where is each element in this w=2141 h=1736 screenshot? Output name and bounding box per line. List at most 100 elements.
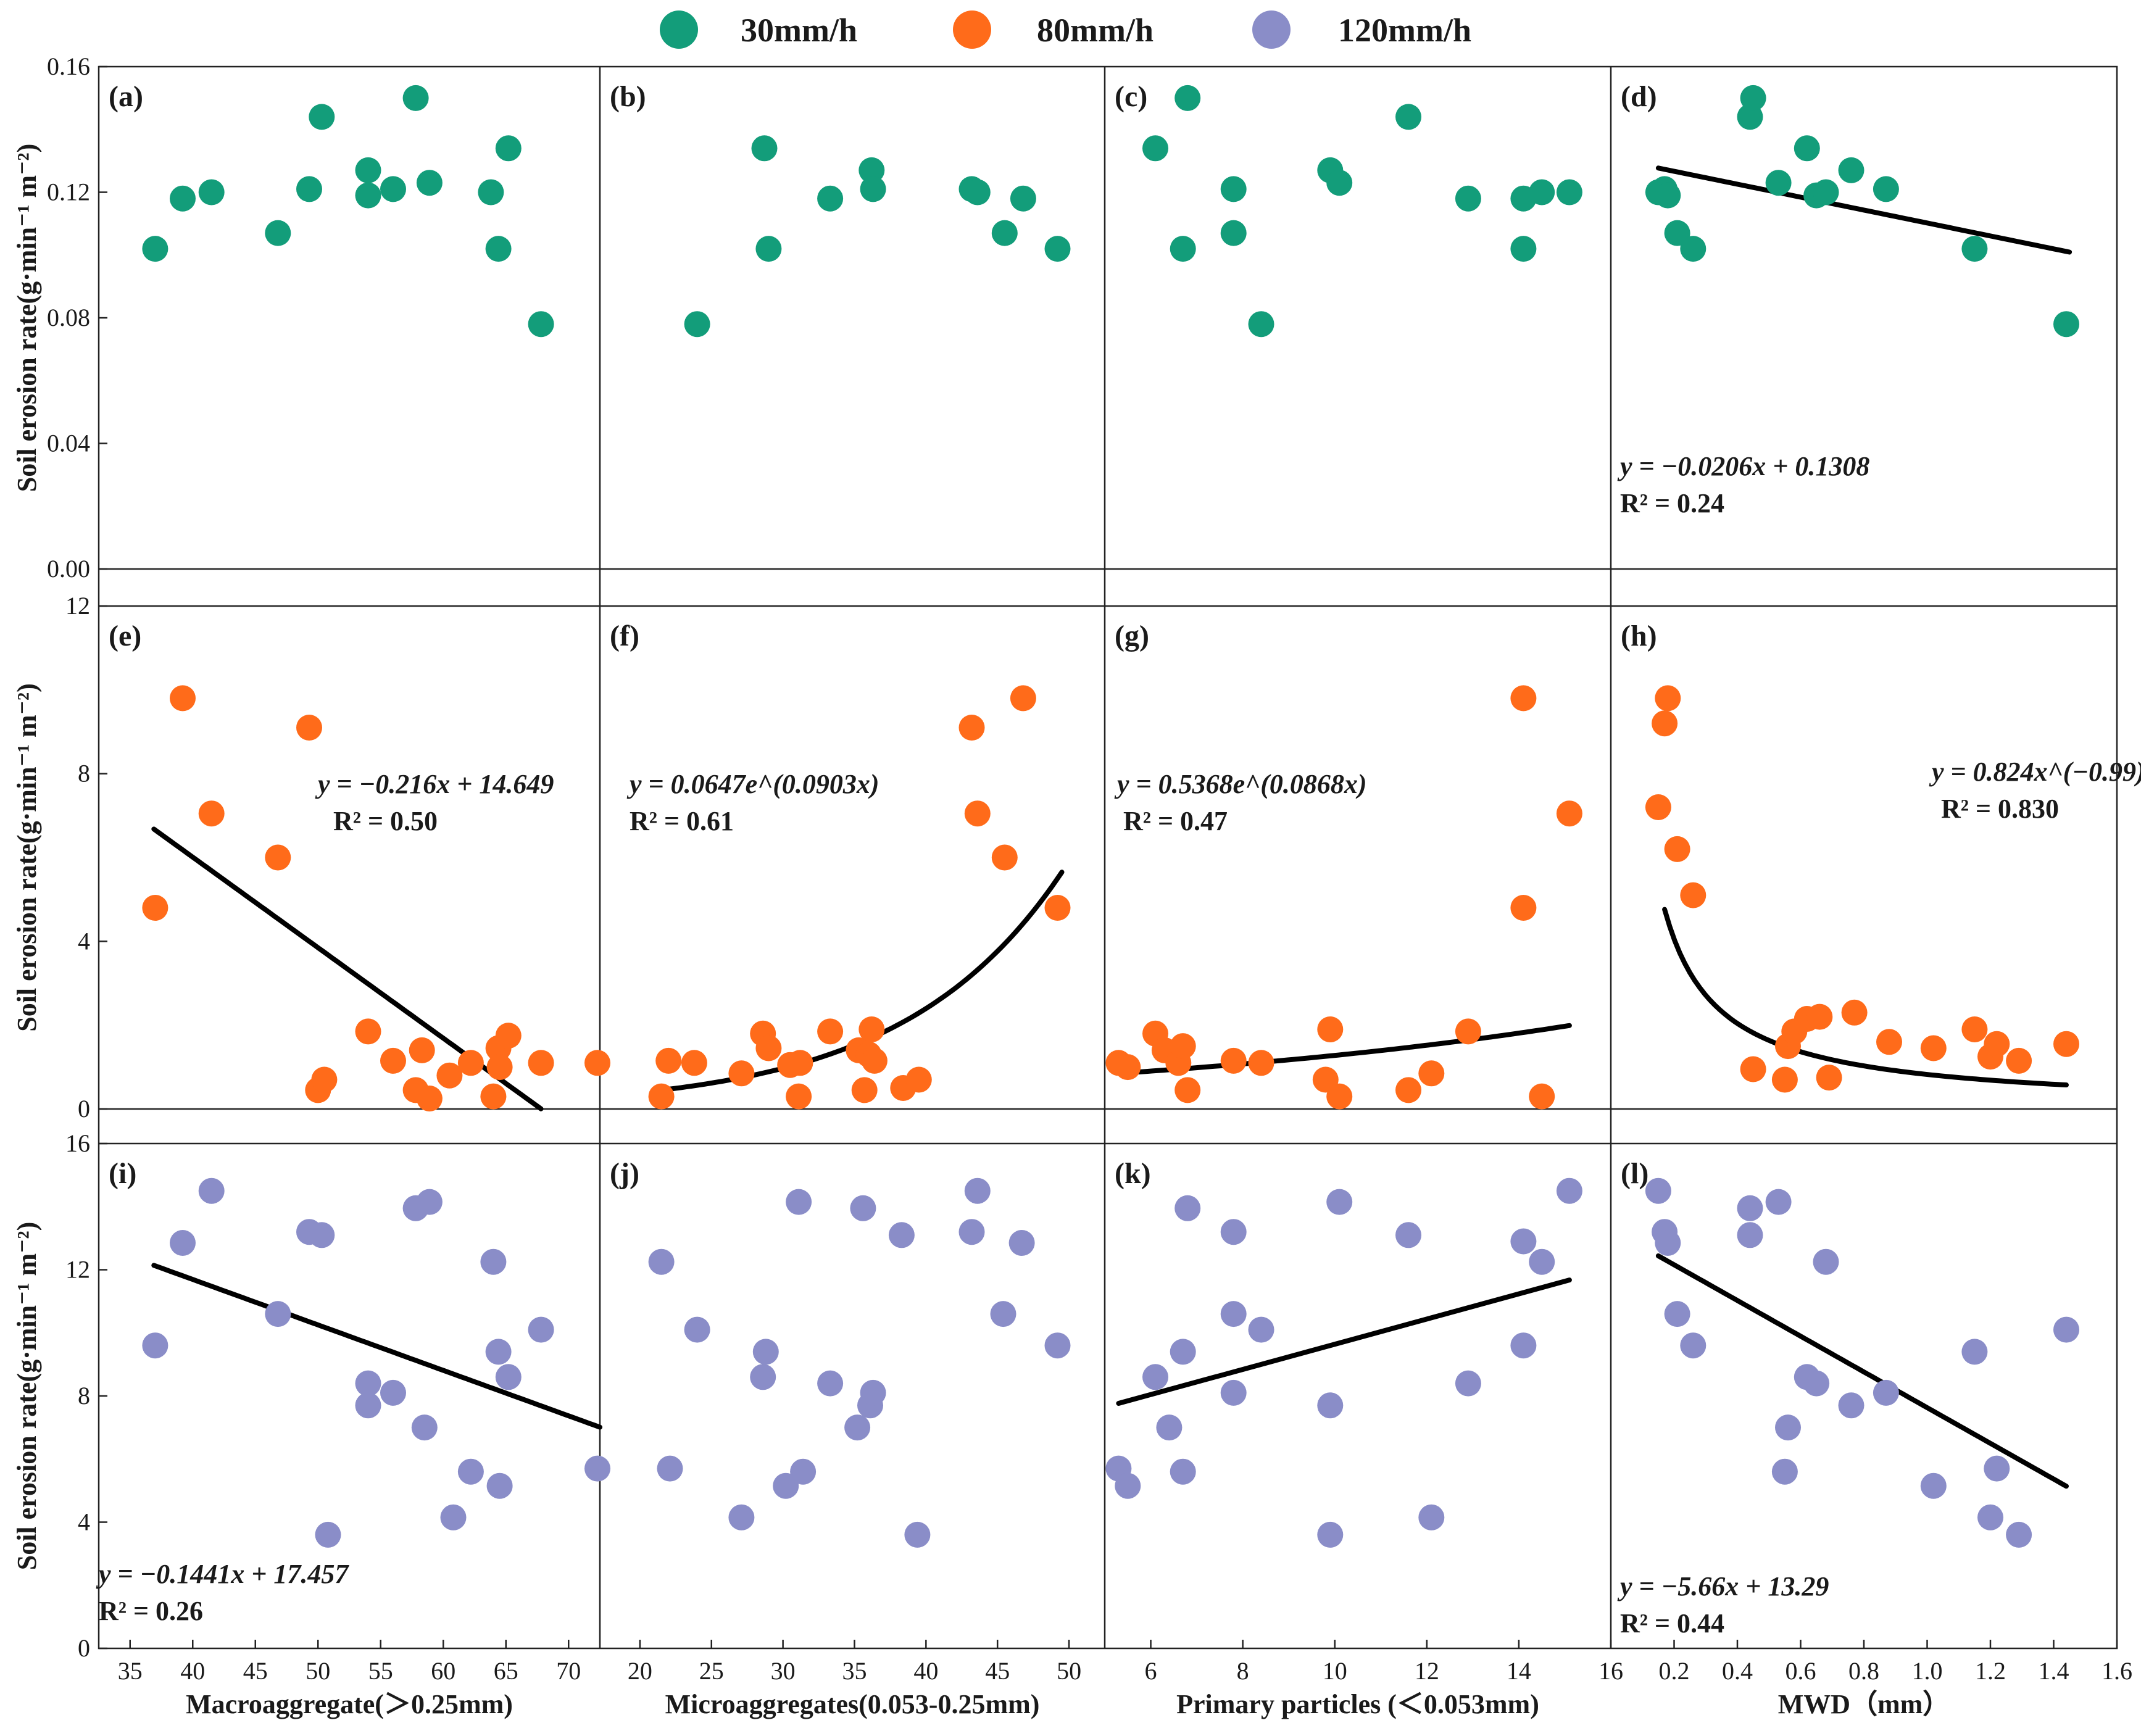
panel-label: (d) xyxy=(1621,80,1657,113)
chart-marks xyxy=(142,85,2079,1548)
x-tick-label: 40 xyxy=(180,1657,205,1685)
fit-line xyxy=(1655,1253,2069,1489)
data-point xyxy=(1395,1222,1421,1248)
data-point xyxy=(1737,1195,1763,1221)
data-point xyxy=(1220,220,1247,246)
fit-r-squared: R² = 0.50 xyxy=(333,806,438,836)
data-point xyxy=(478,179,504,206)
data-point xyxy=(1220,176,1247,202)
x-tick-label: 50 xyxy=(306,1657,330,1685)
data-point xyxy=(657,1455,683,1482)
y-axis-label: Soil erosion rate(g·min⁻¹ m⁻²) xyxy=(12,144,42,492)
data-point xyxy=(1010,685,1036,712)
fit-equation: y = 0.5368e^(0.0868x) xyxy=(1114,769,1367,799)
x-tick-label: 0.6 xyxy=(1786,1657,1816,1685)
data-point xyxy=(751,135,778,162)
data-point xyxy=(380,1379,406,1406)
data-point xyxy=(265,1301,291,1327)
legend-label: 120mm/h xyxy=(1338,12,1471,49)
data-point xyxy=(1248,1050,1274,1076)
data-point xyxy=(1816,1065,1842,1091)
data-point xyxy=(380,176,406,202)
data-point xyxy=(380,1047,406,1074)
x-tick-label: 65 xyxy=(494,1657,518,1685)
panel-label: (e) xyxy=(109,620,141,652)
data-point xyxy=(486,1054,513,1081)
y-tick-label: 0.04 xyxy=(47,430,90,457)
data-point xyxy=(2053,1031,2079,1057)
data-point xyxy=(1680,236,1707,262)
data-point xyxy=(485,1339,512,1365)
x-axis-label: Primary particles (＜0.053mm) xyxy=(1176,1689,1539,1719)
data-point xyxy=(861,1047,888,1074)
data-point xyxy=(296,176,322,202)
data-point xyxy=(265,220,291,246)
y-tick-label: 4 xyxy=(78,1508,90,1536)
fit-equation: y = 0.0647e^(0.0903x) xyxy=(626,769,879,799)
fit-line xyxy=(1116,1023,1572,1076)
x-tick-label: 35 xyxy=(118,1657,143,1685)
data-point xyxy=(858,1016,885,1042)
data-point xyxy=(817,185,844,212)
data-point xyxy=(1655,182,1681,209)
x-tick-label: 30 xyxy=(771,1657,796,1685)
data-point xyxy=(416,170,443,196)
data-point xyxy=(1220,1379,1247,1406)
fit-r-squared: R² = 0.61 xyxy=(630,806,734,836)
data-point xyxy=(1395,1077,1421,1103)
data-point xyxy=(436,1062,463,1089)
data-point xyxy=(1664,220,1690,246)
data-point xyxy=(495,1023,522,1049)
data-point xyxy=(355,1370,381,1397)
data-point xyxy=(786,1083,812,1110)
data-point xyxy=(584,1455,610,1482)
data-point xyxy=(1220,1219,1247,1245)
data-point xyxy=(1984,1455,2010,1482)
fit-line xyxy=(1116,1277,1572,1406)
data-point xyxy=(1455,185,1481,212)
data-point xyxy=(904,1521,931,1548)
data-point xyxy=(1556,1177,1582,1204)
data-point xyxy=(1556,800,1582,827)
fit-line xyxy=(151,1263,602,1430)
data-point xyxy=(1961,236,1988,262)
data-point xyxy=(198,179,225,206)
x-axis-label: MWD（mm） xyxy=(1778,1689,1950,1719)
data-point xyxy=(1771,1066,1798,1093)
data-point xyxy=(850,1195,876,1221)
data-point xyxy=(752,1339,779,1365)
data-point xyxy=(409,1037,435,1063)
legend-label: 80mm/h xyxy=(1037,12,1154,49)
y-tick-label: 4 xyxy=(78,927,90,955)
x-tick-label: 0.4 xyxy=(1722,1657,1753,1685)
plot-frame xyxy=(98,65,2118,1650)
y-tick-label: 0.12 xyxy=(47,178,90,206)
data-point xyxy=(584,1050,610,1076)
chart-text: 0.00 0.04 0.08 0.12 0.16 Soil erosion rate(g·… xyxy=(12,52,2141,1719)
data-point xyxy=(1655,685,1681,712)
data-point xyxy=(1510,1332,1537,1359)
data-point xyxy=(355,1392,381,1419)
data-point xyxy=(990,1301,1016,1327)
y-tick-label: 8 xyxy=(78,1382,90,1410)
data-point xyxy=(750,1364,776,1390)
panel-label: (c) xyxy=(1115,80,1147,113)
data-point xyxy=(648,1248,675,1275)
legend-marker xyxy=(953,10,991,49)
data-point xyxy=(860,1379,886,1406)
data-point xyxy=(1740,85,1766,111)
data-point xyxy=(1961,1339,1988,1365)
data-point xyxy=(528,1316,554,1343)
data-point xyxy=(198,800,225,827)
data-point xyxy=(1317,1016,1344,1042)
data-point xyxy=(1838,157,1865,183)
data-point xyxy=(1142,1364,1168,1390)
data-point xyxy=(991,220,1018,246)
data-point xyxy=(1174,1077,1201,1103)
data-point xyxy=(1317,1521,1344,1548)
y-tick-label: 0.00 xyxy=(47,555,90,583)
data-point xyxy=(142,236,168,262)
data-point xyxy=(905,1066,932,1093)
y-tick-label: 12 xyxy=(65,592,90,620)
